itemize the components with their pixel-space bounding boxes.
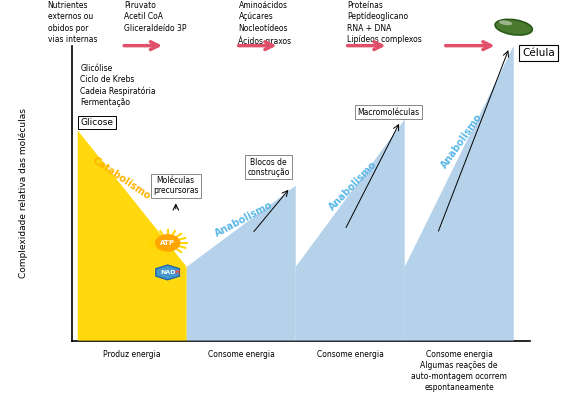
Text: NAD: NAD (160, 270, 176, 275)
Text: Piruvato
Acetil CoA
Gliceraldeído 3P: Piruvato Acetil CoA Gliceraldeído 3P (124, 1, 186, 33)
Polygon shape (156, 265, 180, 280)
Text: Anabolismo: Anabolismo (213, 199, 274, 239)
Text: Moléculas
precursoras: Moléculas precursoras (153, 176, 199, 195)
Text: Consome energia
Algumas reações de
auto-montagem ocorrem
espontaneamente: Consome energia Algumas reações de auto-… (411, 350, 507, 392)
Text: Catabolismo: Catabolismo (90, 155, 152, 202)
Text: Blocos de
construção: Blocos de construção (247, 158, 289, 177)
Text: Glicose: Glicose (80, 118, 113, 127)
Polygon shape (187, 186, 296, 341)
Text: Glicólise
Ciclo de Krebs
Cadeia Respiratória
Fermentação: Glicólise Ciclo de Krebs Cadeia Respirat… (80, 64, 156, 107)
Polygon shape (296, 119, 404, 341)
Text: Consome energia: Consome energia (317, 350, 384, 359)
Polygon shape (77, 131, 187, 341)
Ellipse shape (495, 19, 532, 35)
Text: Anabolismo: Anabolismo (439, 112, 485, 171)
Text: Macromoléculas: Macromoléculas (357, 108, 420, 116)
Text: Proteínas
Peptídeoglicano
RNA + DNA
Lipídeos complexos: Proteínas Peptídeoglicano RNA + DNA Lipí… (347, 1, 422, 44)
Text: Célula: Célula (522, 48, 555, 58)
Text: Produz energia: Produz energia (103, 350, 161, 359)
Text: Complexidade relativa das moléculas: Complexidade relativa das moléculas (19, 108, 28, 278)
Text: H: H (175, 270, 180, 275)
Text: Nutrientes
externos ou
obidos por
vias internas: Nutrientes externos ou obidos por vias i… (48, 1, 97, 44)
Polygon shape (404, 46, 514, 341)
Ellipse shape (499, 20, 512, 25)
Text: Aminoácidos
Açúcares
Nocleotídeos
Ácidos graxos: Aminoácidos Açúcares Nocleotídeos Ácidos… (238, 1, 292, 46)
Text: Anabolismo: Anabolismo (327, 159, 379, 212)
Text: ATP: ATP (160, 240, 175, 246)
Circle shape (155, 235, 180, 251)
Text: Consome energia: Consome energia (208, 350, 275, 359)
